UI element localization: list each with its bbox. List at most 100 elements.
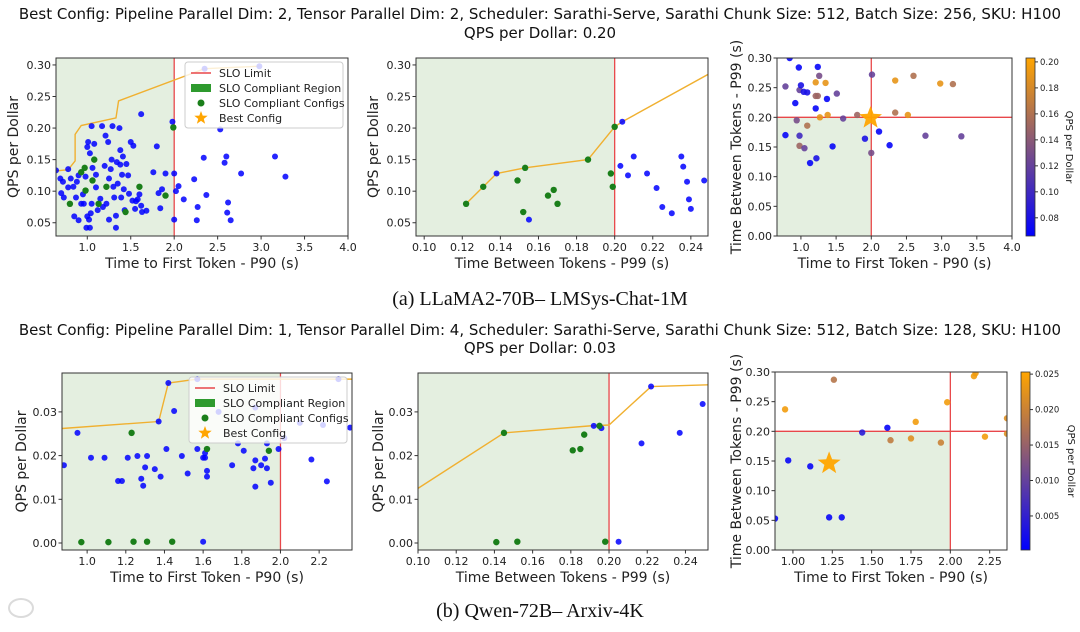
- config-point: [838, 514, 845, 521]
- config-point: [74, 429, 81, 436]
- plot-area: [775, 372, 1007, 550]
- config-point: [124, 454, 131, 461]
- slo-compliant-region: [775, 431, 951, 550]
- config-point: [62, 462, 67, 469]
- x-tick-label: 2.0: [165, 241, 183, 254]
- config-point: [84, 144, 91, 150]
- config-point: [684, 178, 691, 185]
- slo-compliant-config-point: [162, 192, 169, 199]
- config-point: [140, 482, 147, 489]
- slo-compliant-config-point: [611, 123, 618, 131]
- config-point: [912, 418, 919, 426]
- config-point: [668, 210, 675, 217]
- config-point: [75, 217, 82, 224]
- y-tick-label: 0.10: [387, 185, 412, 198]
- config-point: [804, 89, 811, 96]
- y-tick-label: 0.25: [27, 91, 52, 104]
- x-axis-label: Time to First Token - P90 (s): [793, 570, 988, 586]
- y-tick-label: 0.25: [387, 91, 412, 104]
- config-point: [981, 433, 989, 440]
- x-axis-label: Time to First Token - P90 (s): [104, 256, 299, 272]
- config-point: [194, 203, 201, 210]
- y-axis-label: Time Between Tokens - P99 (s): [729, 40, 745, 255]
- config-point: [525, 216, 532, 223]
- slo-compliant-config-point: [581, 431, 588, 438]
- config-point: [263, 465, 270, 472]
- colorbar-tick-label: 0.16: [1040, 110, 1059, 120]
- config-point: [111, 194, 118, 201]
- config-point: [108, 156, 115, 163]
- config-point: [86, 224, 93, 231]
- slo-compliant-config-point: [607, 170, 615, 177]
- config-point: [868, 71, 876, 78]
- best-config-star: [859, 105, 882, 128]
- legend-label: SLO Limit: [223, 382, 276, 395]
- colorbar-label: QPS per Dollar: [1065, 425, 1076, 499]
- y-tick-label: 0.20: [748, 111, 773, 124]
- x-tick-label: 3.0: [252, 241, 270, 254]
- config-point: [157, 205, 164, 212]
- config-point: [823, 95, 831, 103]
- config-point: [134, 453, 141, 460]
- config-point: [136, 191, 143, 198]
- config-point: [157, 473, 164, 480]
- config-point: [786, 58, 793, 62]
- legend-label: SLO Limit: [219, 67, 272, 80]
- colorbar-label: QPS per Dollar: [1063, 111, 1074, 185]
- config-point: [493, 170, 500, 177]
- config-point: [88, 454, 94, 461]
- config-point: [85, 138, 92, 145]
- colorbar: [1020, 371, 1031, 551]
- y-tick-label: 0.25: [748, 82, 773, 95]
- config-point: [200, 538, 207, 545]
- x-tick-label: 2.5: [898, 241, 916, 254]
- config-point: [816, 114, 824, 121]
- y-tick-label: 0.15: [27, 154, 52, 167]
- config-point: [829, 143, 836, 150]
- x-tick-label: 0.10: [412, 241, 437, 254]
- x-tick-label: 0.12: [444, 555, 469, 568]
- legend-label: SLO Compliant Configs: [219, 97, 345, 110]
- config-point: [120, 186, 127, 193]
- config-point: [868, 149, 875, 157]
- config-point: [648, 383, 655, 390]
- slo-compliant-config-point: [122, 208, 129, 216]
- config-point: [106, 216, 113, 223]
- x-tick-label: 0.18: [559, 555, 584, 568]
- x-tick-label: 1.2: [117, 555, 135, 568]
- x-tick-label: 1.5: [827, 241, 845, 254]
- config-point: [785, 457, 792, 464]
- config-point: [184, 470, 191, 477]
- legend-best-star-icon: [194, 111, 208, 124]
- config-point: [224, 209, 231, 216]
- y-tick-label: 0.01: [33, 493, 58, 506]
- axes-frame: [55, 57, 349, 237]
- legend-label: SLO Compliant Configs: [223, 412, 349, 425]
- slo-compliant-config-point: [78, 538, 85, 546]
- slo-compliant-config-point: [143, 538, 151, 545]
- config-point: [200, 154, 207, 161]
- y-tick-label: 0.05: [27, 217, 52, 230]
- config-point: [107, 166, 114, 173]
- config-point: [112, 212, 119, 219]
- config-point: [71, 213, 78, 220]
- slo-compliant-config-point: [103, 183, 110, 190]
- config-point: [119, 171, 126, 178]
- config-point: [92, 184, 99, 191]
- config-point: [153, 143, 160, 150]
- slo-compliant-config-point: [170, 124, 177, 131]
- config-point: [250, 465, 257, 472]
- config-point: [644, 170, 651, 177]
- legend: SLO Limit SLO Compliant Region SLO Complia…: [188, 376, 349, 444]
- x-tick-label: 0.22: [635, 555, 660, 568]
- slo-compliant-config-point: [130, 538, 137, 545]
- y-tick-label: 0.02: [33, 450, 58, 463]
- config-point: [240, 447, 247, 454]
- x-tick-label: 0.14: [488, 241, 513, 254]
- config-point: [824, 111, 831, 119]
- config-point: [70, 183, 77, 190]
- colorbar-tick-label: 0.020: [1035, 406, 1059, 416]
- colorbar-tick-label: 0.010: [1035, 477, 1059, 487]
- slo-compliant-config-point: [514, 177, 521, 184]
- legend-label: Best Config: [223, 427, 286, 440]
